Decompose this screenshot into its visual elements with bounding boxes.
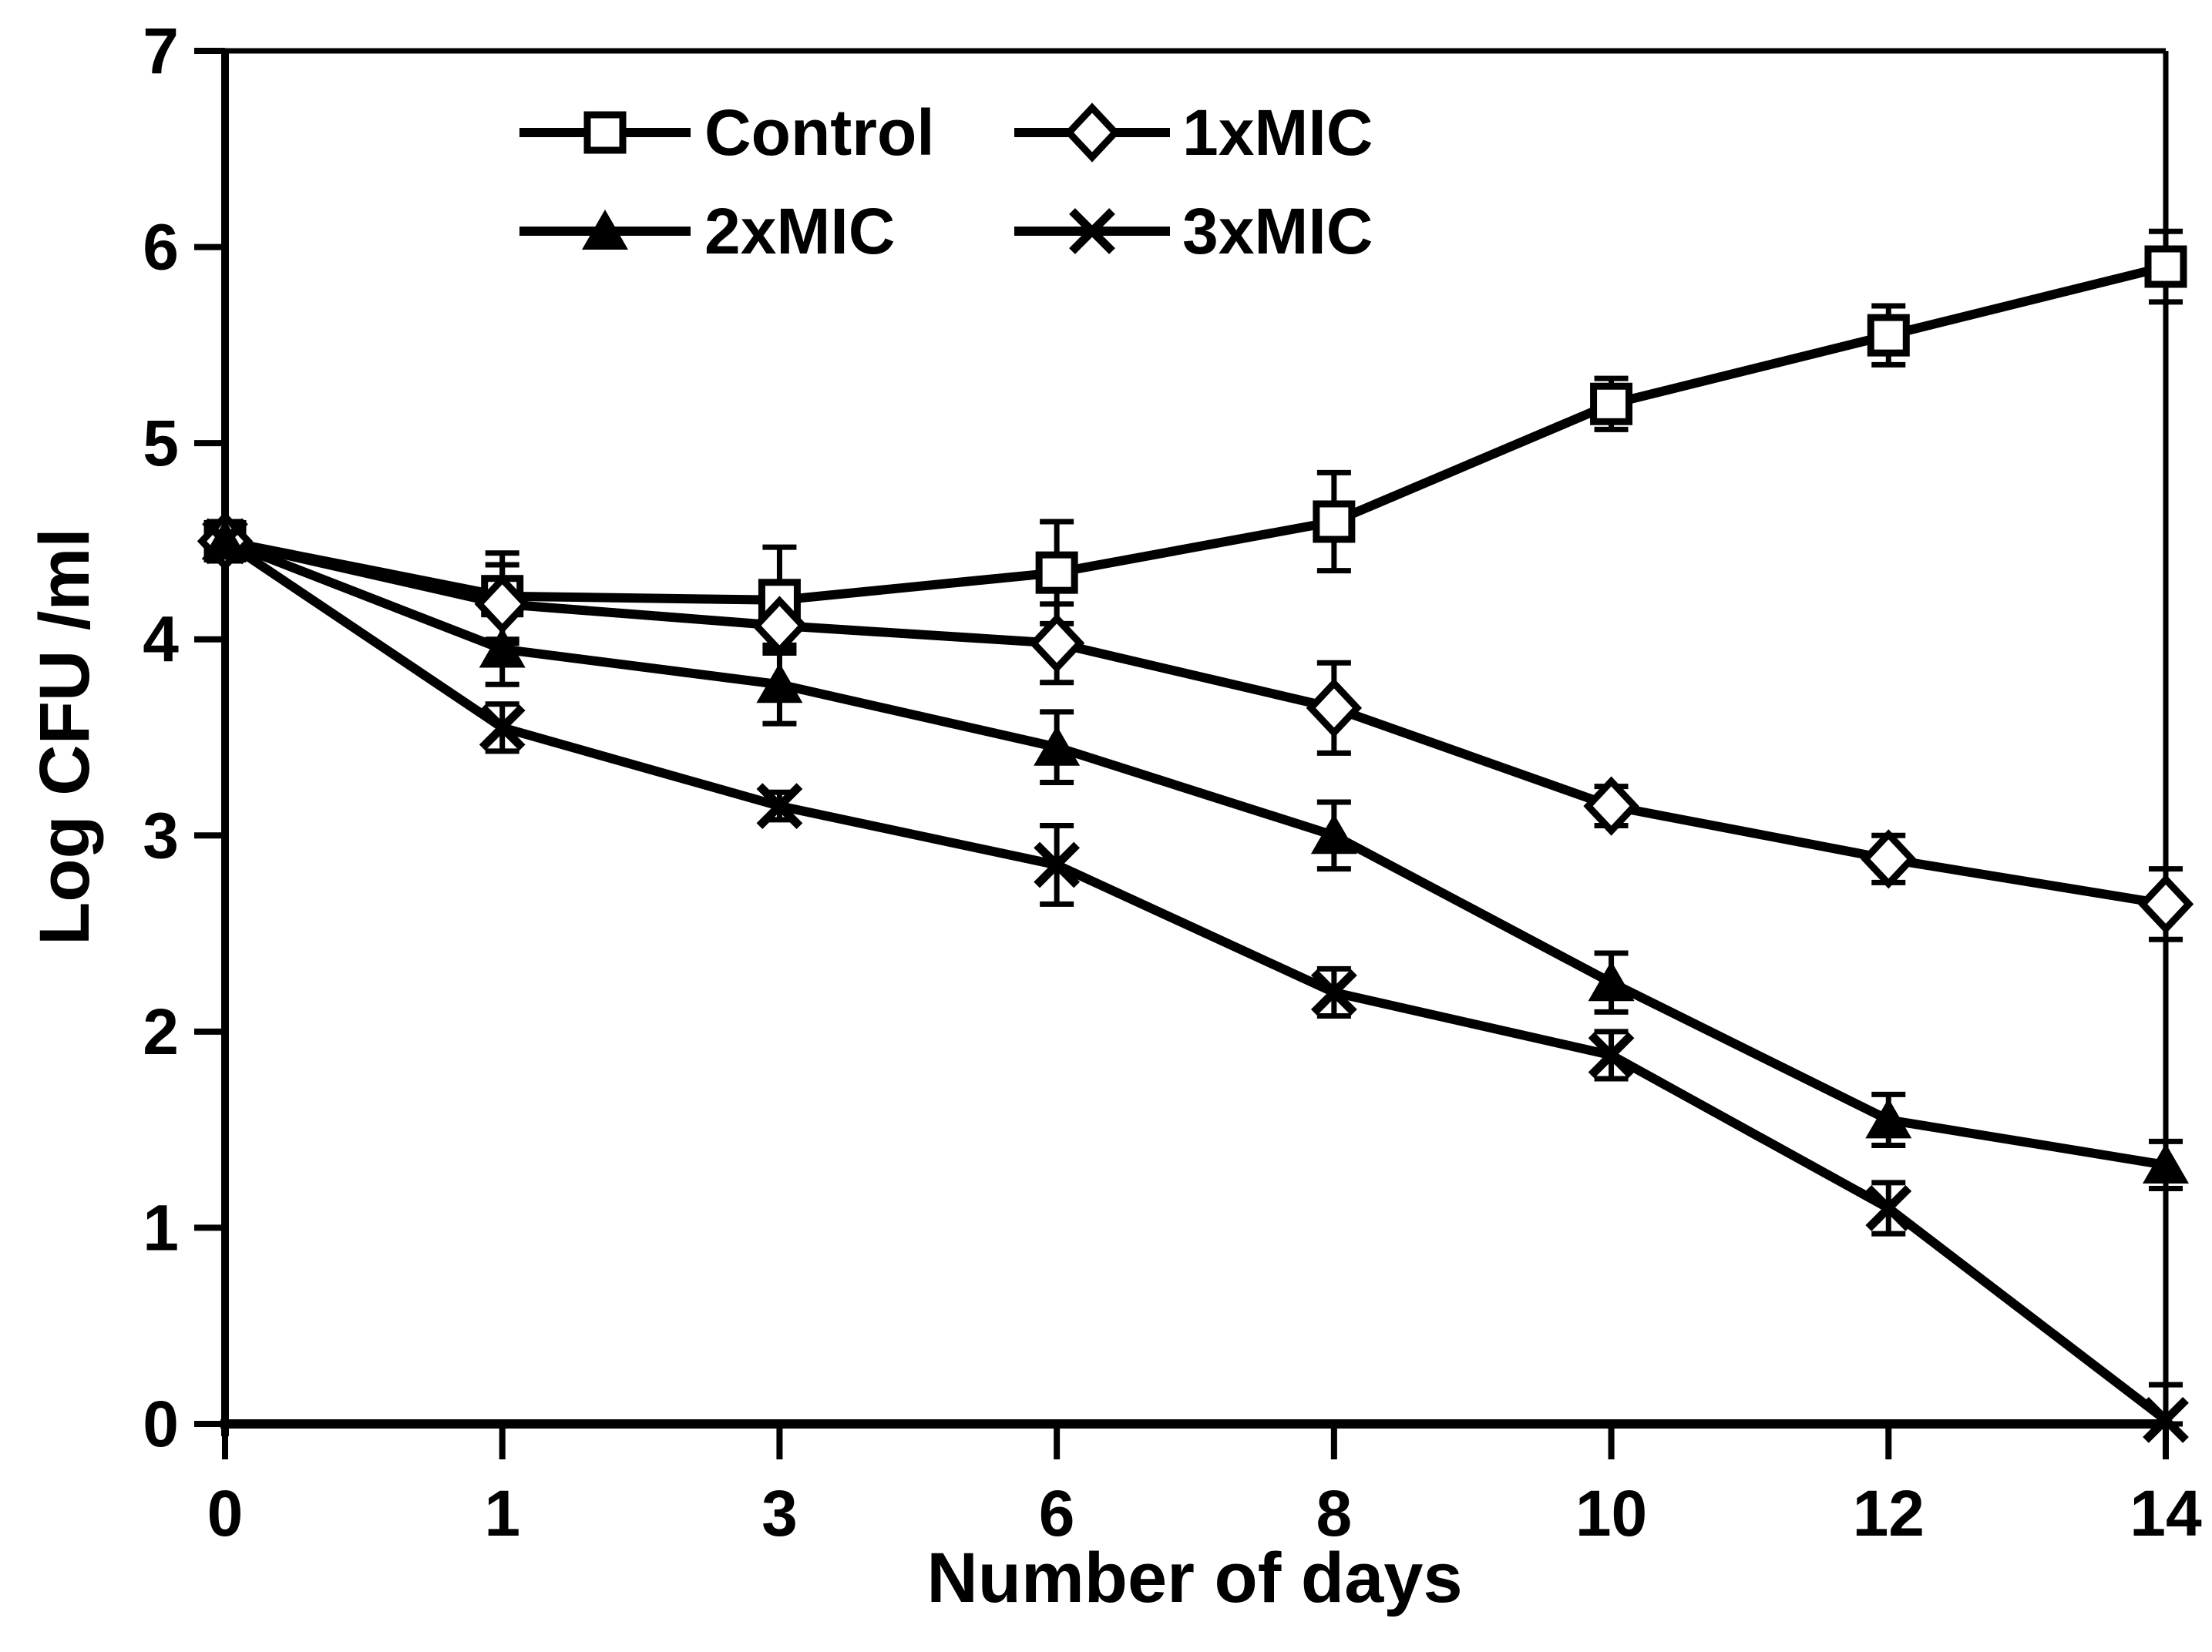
x-axis-title: Number of days [926, 1539, 1462, 1617]
series-layer [208, 228, 2183, 1427]
x-tick-label: 3 [761, 1477, 798, 1550]
legend: Control 1xMIC 2xMIC 3xMIC [519, 96, 1373, 267]
y-tick-label: 1 [143, 1191, 179, 1264]
x-tick-label: 12 [1853, 1477, 1925, 1550]
open-square-marker [2144, 245, 2187, 288]
series-line-Control [224, 262, 2167, 605]
open-diamond-marker [1306, 678, 1363, 738]
y-tick-label: 4 [143, 603, 179, 676]
x-cross-marker [1865, 1185, 1912, 1231]
x-cross-marker [2143, 1397, 2189, 1443]
x-tick-label: 8 [1316, 1477, 1352, 1550]
legend-entry-1xMIC: 1xMIC [1014, 96, 1373, 169]
y-axis-title: Log CFU /ml [25, 528, 104, 945]
series-markers-1xMIC [197, 511, 2194, 934]
x-tick-label: 0 [207, 1477, 244, 1550]
x-cross-marker [1588, 1032, 1635, 1079]
series-markers-2xMIC [202, 519, 2189, 1184]
x-cross-marker [1310, 969, 1357, 1016]
x-tick-label: 10 [1575, 1477, 1647, 1550]
filled-triangle-marker [479, 627, 526, 668]
legend-label: 1xMIC [1182, 96, 1373, 169]
legend-entry-2xMIC: 2xMIC [519, 195, 895, 267]
series-line-2xMIC [223, 536, 2167, 1170]
y-tick-label: 5 [143, 407, 179, 479]
legend-entry-Control: Control [519, 96, 935, 169]
open-diamond-marker [1861, 829, 1917, 889]
x-cross-marker [1069, 208, 1115, 254]
open-diamond-marker [2137, 874, 2194, 934]
legend-label: 3xMIC [1182, 195, 1373, 267]
x-tick-label: 6 [1039, 1477, 1075, 1550]
open-square-marker [583, 111, 627, 154]
series-line-3xMIC [222, 537, 2169, 1424]
open-square-marker [1313, 500, 1356, 543]
series-markers-3xMIC [202, 518, 2189, 1443]
x-cross-marker [756, 783, 803, 829]
filled-triangle-marker [756, 663, 803, 703]
legend-label: 2xMIC [704, 195, 895, 267]
open-diamond-marker [751, 596, 808, 656]
open-diamond-marker [1028, 613, 1085, 673]
x-tick-label: 1 [484, 1477, 520, 1550]
x-tick-label: 14 [2130, 1477, 2202, 1550]
x-cross-marker [1034, 841, 1081, 888]
x-cross-marker [202, 518, 248, 565]
open-square-marker [1867, 314, 1910, 357]
filled-triangle-marker [1310, 814, 1357, 855]
filled-triangle-marker [2143, 1143, 2189, 1184]
y-tick-label: 0 [143, 1388, 179, 1460]
y-tick-label: 6 [143, 211, 179, 284]
y-tick-label: 2 [143, 996, 179, 1068]
marker-layer [197, 245, 2194, 1443]
legend-label: Control [704, 96, 935, 169]
filled-triangle-marker [1865, 1098, 1912, 1139]
y-tick-label: 7 [143, 15, 179, 87]
open-diamond-marker [1064, 102, 1121, 163]
y-tick-label: 3 [143, 799, 179, 871]
open-square-marker [1035, 551, 1078, 594]
legend-entry-3xMIC: 3xMIC [1014, 195, 1373, 267]
filled-triangle-marker [582, 210, 628, 250]
x-cross-marker [479, 704, 526, 751]
open-diamond-marker [1583, 776, 1639, 836]
open-square-marker [1590, 382, 1633, 425]
filled-triangle-marker [1034, 725, 1081, 766]
filled-triangle-marker [1588, 961, 1635, 1002]
axis-ticks [194, 48, 2169, 1459]
series-line-1xMIC [224, 536, 2167, 909]
